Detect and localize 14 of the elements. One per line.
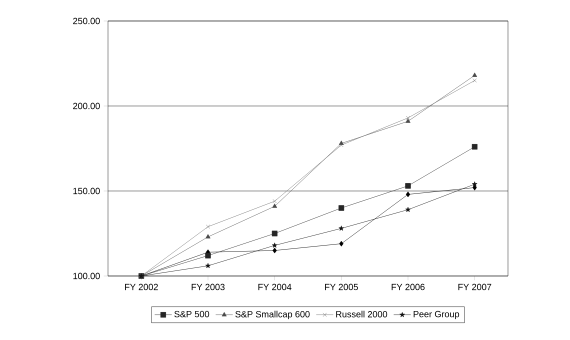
legend-label: S&P 500 xyxy=(174,310,210,318)
x-tick-label: FY 2002 xyxy=(125,284,158,290)
legend-label: Peer Group xyxy=(414,310,460,320)
x-tick-label: FY 2006 xyxy=(392,284,425,290)
y-tick-label: 200.00 xyxy=(73,102,100,110)
y-tick-label: 250.00 xyxy=(73,18,100,24)
x-tick-label: FY 2007 xyxy=(458,284,492,290)
x-tick-label: FY 2004 xyxy=(258,284,292,290)
y-tick-label: 100.00 xyxy=(73,272,100,280)
legend-label: S&P Smallcap 600 xyxy=(235,310,310,320)
y-tick-label: 150.00 xyxy=(73,188,100,194)
x-tick-label: FY 2003 xyxy=(192,284,225,290)
legend-label: Russell 2000 xyxy=(336,310,388,318)
x-tick-label: FY 2005 xyxy=(325,284,358,290)
